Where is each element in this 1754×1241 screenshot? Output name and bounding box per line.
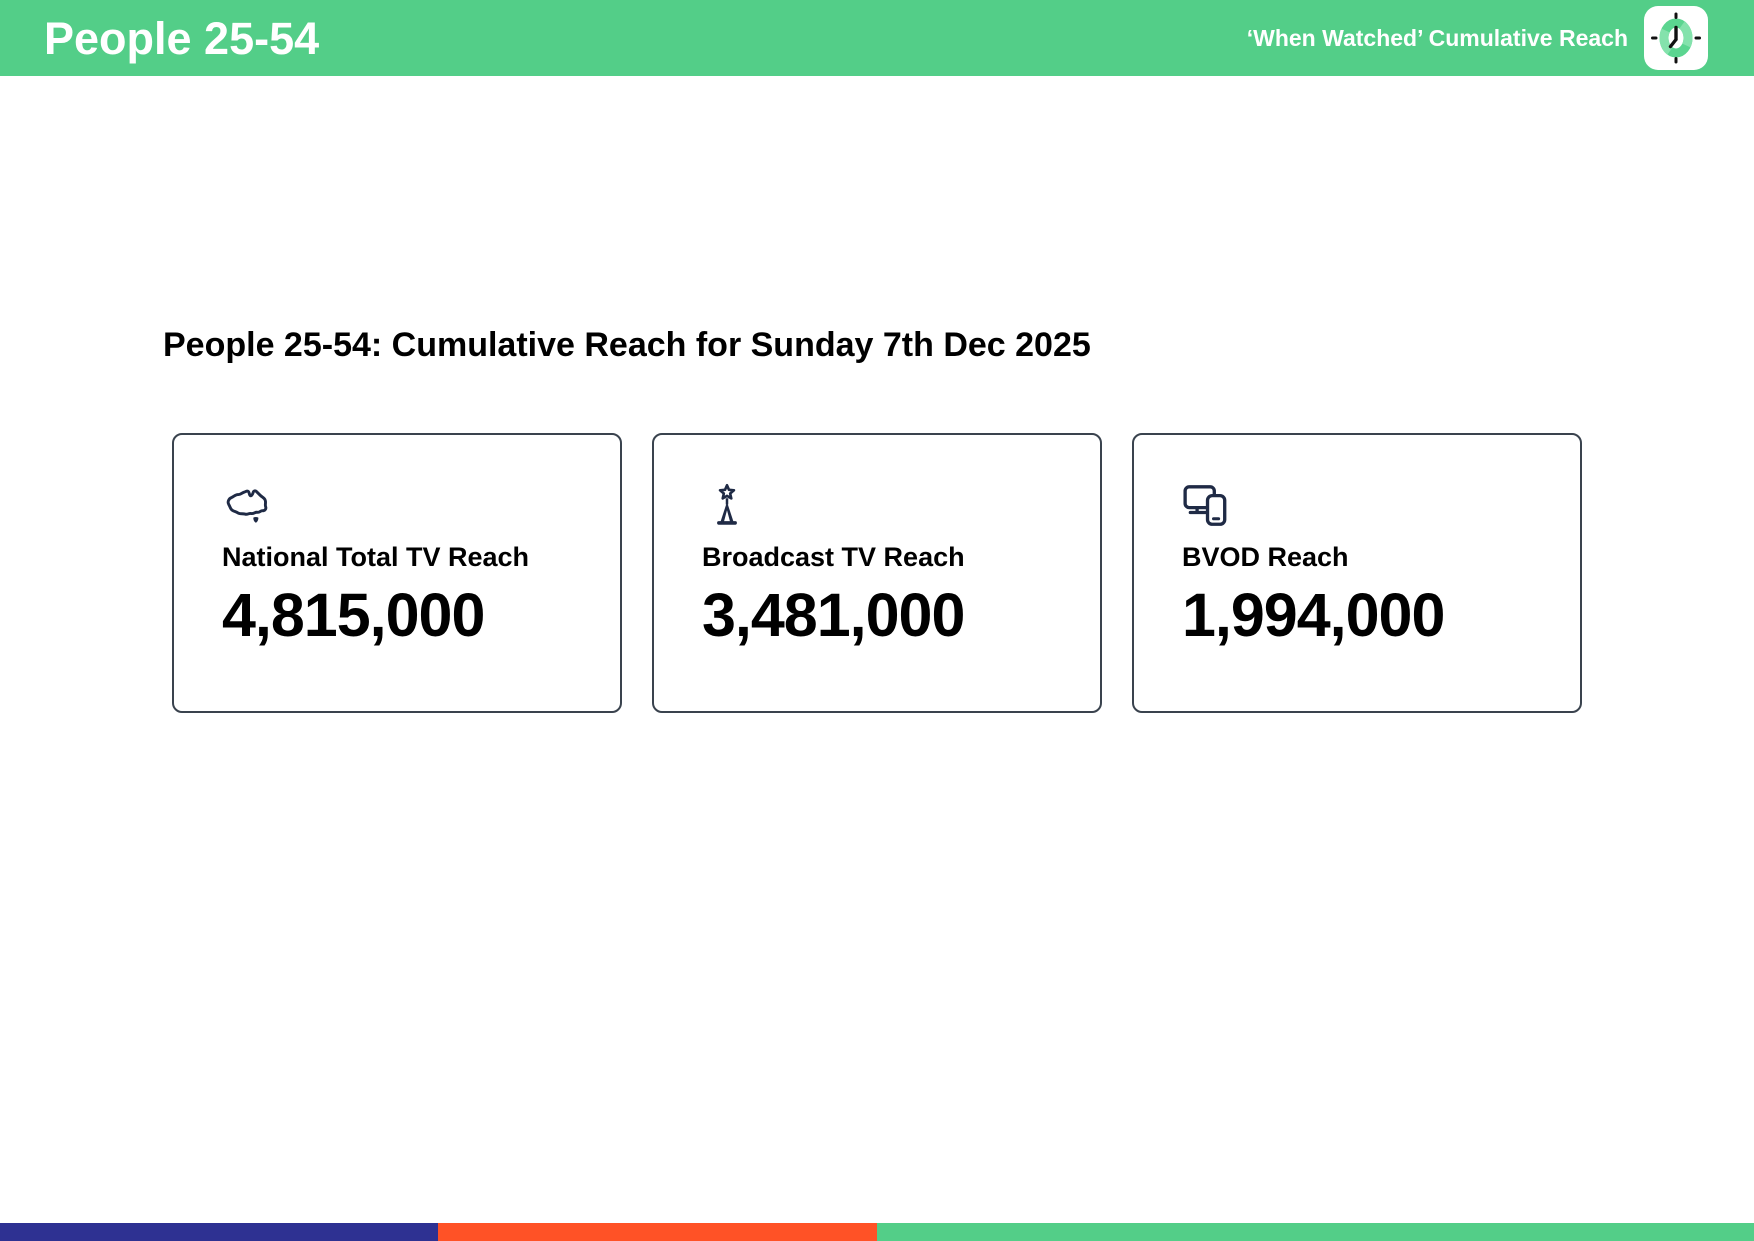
- footer-bar-orange-segment: [438, 1223, 877, 1241]
- card-bvod-reach: BVOD Reach 1,994,000: [1132, 433, 1582, 713]
- page-title: People 25-54: [44, 12, 320, 64]
- clock-icon: [1651, 12, 1701, 64]
- header-subtitle: ‘When Watched’ Cumulative Reach: [1246, 24, 1628, 51]
- card-broadcast-tv-reach: Broadcast TV Reach 3,481,000: [652, 433, 1102, 713]
- footer-bar-blue-segment: [0, 1223, 438, 1241]
- footer-brand-bar: [0, 1223, 1754, 1241]
- broadcast-tower-icon: [702, 481, 752, 529]
- card-value: 3,481,000: [702, 580, 965, 649]
- header-logo: [1644, 6, 1708, 70]
- footer-bar-green-segment: [877, 1223, 1754, 1241]
- card-value: 4,815,000: [222, 580, 485, 649]
- card-label: Broadcast TV Reach: [702, 542, 965, 572]
- screens-devices-icon: [1182, 481, 1232, 529]
- australia-map-icon: [222, 481, 272, 529]
- header-right-group: ‘When Watched’ Cumulative Reach: [1247, 6, 1708, 70]
- card-label: BVOD Reach: [1182, 542, 1349, 572]
- card-national-total-tv-reach: National Total TV Reach 4,815,000: [172, 433, 622, 713]
- card-value: 1,994,000: [1182, 580, 1445, 649]
- header-bar: People 25-54 ‘When Watched’ Cumulative R…: [0, 0, 1754, 76]
- section-heading: People 25-54: Cumulative Reach for Sunda…: [163, 326, 1091, 364]
- card-label: National Total TV Reach: [222, 542, 530, 572]
- kpi-cards-row: National Total TV Reach 4,815,000 Broadc…: [172, 433, 1582, 713]
